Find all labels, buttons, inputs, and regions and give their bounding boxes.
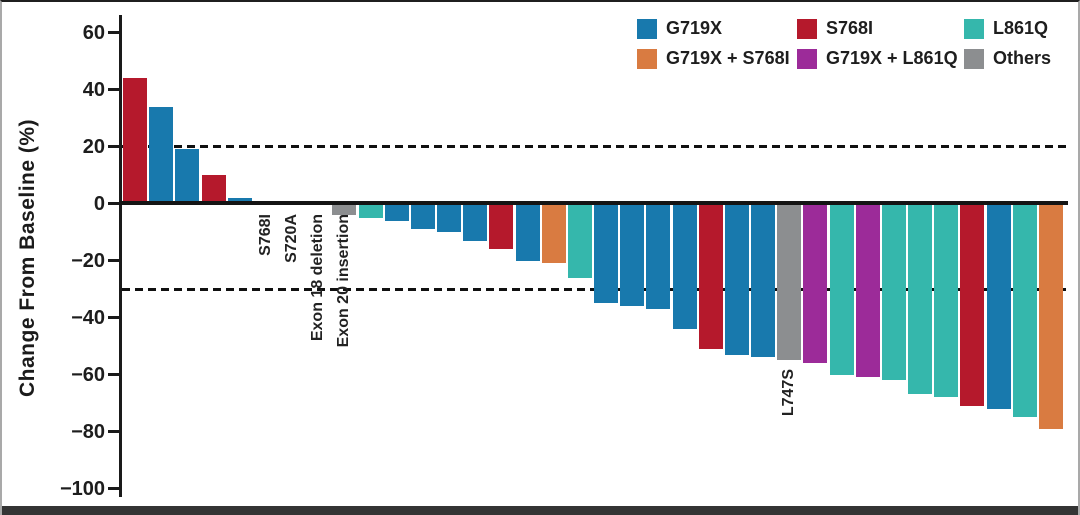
bar — [777, 202, 802, 361]
y-axis-line — [119, 15, 122, 497]
legend-item: G719X + S768I — [637, 48, 790, 69]
y-tick-label: 0 — [93, 192, 105, 215]
bar — [986, 202, 1011, 409]
bar — [410, 202, 435, 230]
y-tick — [108, 487, 119, 490]
bar — [358, 202, 383, 218]
legend-label: Others — [993, 48, 1052, 68]
y-tick — [108, 31, 119, 34]
bar — [855, 202, 880, 378]
legend-item: S768I — [797, 18, 873, 39]
y-tick — [108, 88, 119, 91]
x-axis-zero-line — [119, 201, 1068, 205]
legend-swatch — [637, 18, 657, 39]
bar — [803, 202, 828, 364]
bar — [672, 202, 697, 329]
bar — [620, 202, 645, 307]
y-tick-label: −20 — [71, 249, 105, 272]
y-tick-label: −100 — [59, 477, 105, 500]
bar — [123, 78, 147, 205]
bar-annotation: S720A — [283, 214, 301, 263]
bar — [594, 202, 619, 304]
legend-label: S768I — [826, 18, 874, 38]
bar-annotation: Exon 20 insertion — [335, 214, 353, 348]
bar — [1038, 202, 1063, 429]
bar — [646, 202, 671, 309]
legend-label: G719X + L861Q — [826, 48, 958, 68]
y-tick — [108, 145, 119, 148]
legend-swatch — [797, 48, 817, 69]
bar-annotation: L747S — [780, 369, 798, 417]
bar — [437, 202, 462, 232]
y-tick-label: −40 — [71, 306, 105, 329]
legend-item: G719X + L861Q — [797, 48, 958, 69]
y-tick — [108, 259, 119, 262]
bar — [149, 106, 174, 205]
bar — [908, 202, 933, 395]
legend-swatch — [637, 48, 657, 69]
bar — [751, 202, 776, 358]
dashed-reference-line — [122, 145, 1068, 148]
legend-item: L861Q — [964, 18, 1048, 39]
bar — [541, 202, 566, 264]
bar — [934, 202, 959, 398]
legend-swatch — [964, 48, 984, 69]
y-tick-label: 20 — [82, 135, 105, 158]
legend-item: Others — [964, 48, 1051, 69]
legend-item: G719X — [637, 18, 722, 39]
bar — [1012, 202, 1037, 418]
bar — [175, 149, 200, 205]
y-tick-label: −60 — [71, 363, 105, 386]
y-tick-label: −80 — [71, 420, 105, 443]
bar — [515, 202, 540, 261]
bar — [332, 202, 357, 215]
y-tick — [108, 373, 119, 376]
figure-bottom-rule — [2, 506, 1078, 515]
bar — [960, 202, 985, 406]
bar — [881, 202, 906, 381]
legend-label: L861Q — [993, 18, 1049, 38]
bar — [724, 202, 749, 355]
bar — [384, 202, 409, 221]
y-axis-title: Change From Baseline (%) — [16, 118, 39, 398]
bar — [698, 202, 723, 349]
bar — [567, 202, 592, 278]
legend-swatch — [797, 18, 817, 39]
y-tick-label: 40 — [82, 78, 105, 101]
bar — [463, 202, 488, 241]
y-tick — [108, 202, 119, 205]
legend-swatch — [964, 18, 984, 39]
y-tick — [108, 430, 119, 433]
bar — [201, 175, 226, 205]
bar-annotation: Exon 18 deletion — [309, 214, 327, 342]
y-tick-label: 60 — [82, 21, 105, 44]
legend-label: G719X + S768I — [666, 48, 790, 68]
y-tick — [108, 316, 119, 319]
legend-label: G719X — [666, 18, 723, 38]
bar-annotation: S768I — [256, 214, 274, 256]
bar — [489, 202, 514, 250]
bar — [829, 202, 854, 375]
